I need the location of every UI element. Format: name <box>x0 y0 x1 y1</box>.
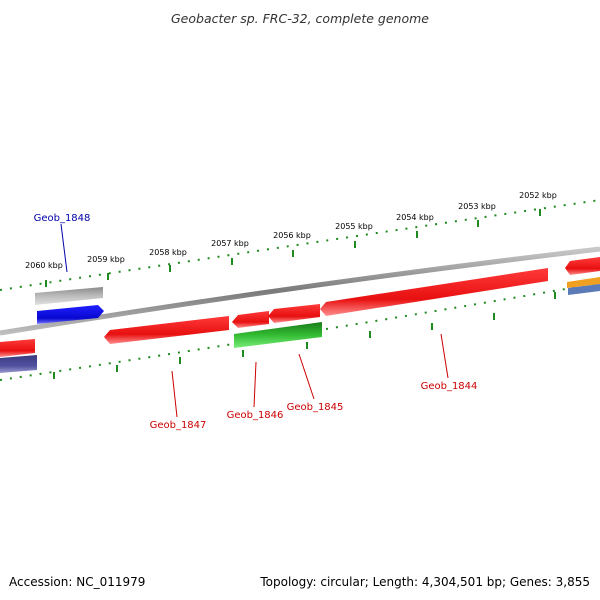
leader-geob-1844 <box>440 333 449 379</box>
gene-geob-1848-gray <box>35 287 103 305</box>
gene-geob-1846-green <box>234 322 322 348</box>
gene-label-geob-1848: Geob_1848 <box>34 213 91 224</box>
genome-summary-text: Topology: circular; Length: 4,304,501 bp… <box>259 575 590 589</box>
accession-text: Accession: NC_011979 <box>9 575 145 589</box>
kbp-label: 2053 kbp <box>458 202 496 211</box>
kbp-label: 2055 kbp <box>335 222 373 231</box>
leader-geob-1848 <box>60 223 68 273</box>
gene-red-left-edge <box>0 339 35 357</box>
gene-geob-1848-blue <box>37 305 104 324</box>
kbp-label: 2052 kbp <box>519 191 557 200</box>
kbp-label: 2059 kbp <box>87 255 125 264</box>
inner-major-ticks <box>53 292 556 379</box>
gene-label-geob-1845: Geob_1845 <box>287 402 344 413</box>
gene-label-geob-1844: Geob_1844 <box>421 381 478 392</box>
outer-major-ticks <box>45 209 541 287</box>
outer-scale-line <box>0 199 600 291</box>
leader-geob-1845 <box>298 353 315 400</box>
gene-geob-1847 <box>104 316 229 344</box>
leader-geob-1847 <box>171 370 178 418</box>
kbp-label: 2060 kbp <box>25 261 63 270</box>
gene-label-geob-1846: Geob_1846 <box>227 410 284 421</box>
genome-backbone <box>0 246 600 336</box>
kbp-label: 2054 kbp <box>396 213 434 222</box>
kbp-label: 2057 kbp <box>211 239 249 248</box>
kbp-label: 2056 kbp <box>273 231 311 240</box>
kbp-label: 2058 kbp <box>149 248 187 257</box>
leader-geob-1846 <box>253 361 257 408</box>
gene-geob-1846-red <box>232 311 269 328</box>
gene-geob-1844 <box>320 268 548 316</box>
gene-orange <box>567 277 600 288</box>
gene-steel <box>568 284 600 295</box>
gene-label-geob-1847: Geob_1847 <box>150 420 207 431</box>
map-title: Geobacter sp. FRC-32, complete genome <box>171 11 429 26</box>
gene-navy <box>0 355 37 373</box>
gene-geob-1845-red <box>268 304 320 323</box>
gene-red-right-edge <box>565 257 600 275</box>
